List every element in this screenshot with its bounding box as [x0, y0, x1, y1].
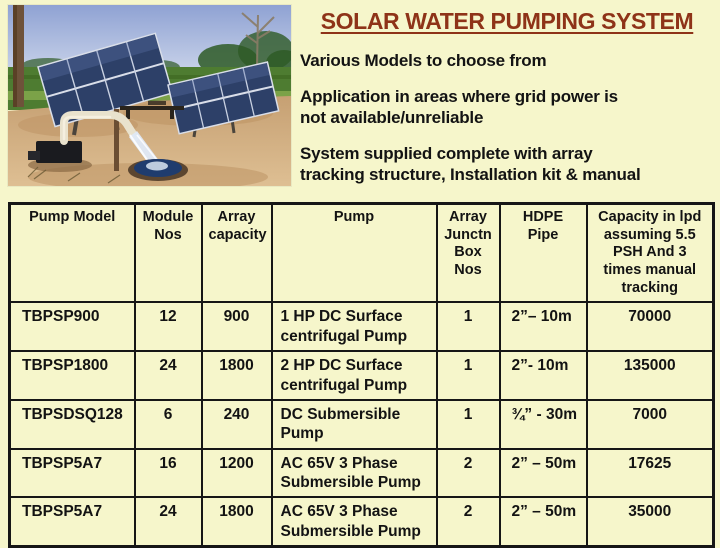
table-cell: TBPSP5A7: [8, 496, 136, 548]
bullet-various-models: Various Models to choose from: [300, 51, 547, 70]
column-header-4: Array Junctn Box Nos: [435, 202, 501, 304]
photo-pump-box: [28, 141, 92, 172]
table-cell: 135000: [585, 350, 715, 401]
table-cell: 1 HP DC Surface centrifugal Pump: [270, 301, 438, 353]
table-cell: TBPSP1800: [8, 350, 136, 401]
table-cell: 1: [435, 350, 501, 401]
table-cell: 2”- 10m: [498, 350, 588, 401]
photo-solar-array-right: [167, 61, 280, 138]
table-cell: AC 65V 3 Phase Submersible Pump: [270, 447, 438, 499]
table-cell: AC 65V 3 Phase Submersible Pump: [270, 496, 438, 548]
table-row: TBPSP900 12 900 1 HP DC Surface centrifugal…: [8, 301, 715, 353]
table-row: TBPSP1800 24 1800 2 HP DC Surface centrifug…: [8, 350, 715, 401]
photo-scrub: [27, 166, 121, 184]
photo-basin: [128, 159, 188, 181]
bullet-application-areas: Application in areas where grid power is…: [300, 86, 618, 128]
table-cell: ¾” - 30m: [498, 398, 588, 450]
photo-left-pole: [13, 5, 24, 107]
slide-title: SOLAR WATER PUMPING SYSTEM: [320, 8, 694, 34]
table-cell: TBPSP5A7: [8, 447, 136, 499]
table-cell: 2 HP DC Surface centrifugal Pump: [270, 350, 438, 401]
photo-pipe: [60, 111, 139, 145]
table-cell: 35000: [585, 496, 715, 548]
pump-spec-table-header: Pump Model Module Nos Array capacity Pump Ar…: [8, 202, 715, 304]
bullet-list: Various Models to choose from Applicatio…: [300, 50, 716, 200]
table-cell: TBPSDSQ128: [8, 398, 136, 450]
solar-pump-photo: [7, 4, 292, 187]
column-header-6: Capacity in lpd assuming 5.5 PSH And 3 t…: [585, 202, 715, 304]
column-header-1: Module Nos: [133, 202, 203, 304]
header-row: Pump Model Module Nos Array capacity Pump Ar…: [8, 202, 715, 304]
table-cell: 2: [435, 496, 501, 548]
table-cell: 12: [133, 301, 203, 353]
table-cell: 1: [435, 301, 501, 353]
table-row: TBPSP5A7 16 1200 AC 65V 3 Phase Submersible…: [8, 447, 715, 499]
bullet-system-supplied: System supplied complete with array trac…: [300, 143, 641, 185]
column-header-5: HDPE Pipe: [498, 202, 588, 304]
table-cell: 2” – 50m: [498, 496, 588, 548]
table-cell: 2” – 50m: [498, 447, 588, 499]
table-cell: 17625: [585, 447, 715, 499]
table-cell: 6: [133, 398, 203, 450]
pump-spec-table-body: TBPSP900 12 900 1 HP DC Surface centrifugal…: [8, 301, 715, 548]
table-cell: 24: [133, 350, 203, 401]
table-cell: 1800: [200, 496, 273, 548]
column-header-2: Array capacity: [200, 202, 273, 304]
table-cell: TBPSP900: [8, 301, 136, 353]
table-row: TBPSP5A7 24 1800 AC 65V 3 Phase Submersible…: [8, 496, 715, 548]
table-row: TBPSDSQ128 6 240 DC Submersible Pump 1 ¾” - 3…: [8, 398, 715, 450]
solar-pump-photo-art: [8, 5, 291, 186]
column-header-0: Pump Model: [8, 202, 136, 304]
photo-stick: [114, 109, 119, 171]
table-cell: 16: [133, 447, 203, 499]
table-cell: 2: [435, 447, 501, 499]
photo-ground-frame: [120, 101, 184, 119]
table-cell: 24: [133, 496, 203, 548]
photo-bare-tree: [241, 12, 275, 68]
table-cell: 1200: [200, 447, 273, 499]
table-cell: 70000: [585, 301, 715, 353]
table-cell: 240: [200, 398, 273, 450]
table-cell: 7000: [585, 398, 715, 450]
table-cell: 1: [435, 398, 501, 450]
column-header-3: Pump: [270, 202, 438, 304]
table-cell: 2”– 10m: [498, 301, 588, 353]
table-cell: 900: [200, 301, 273, 353]
pump-spec-table: Pump Model Module Nos Array capacity Pump Ar…: [8, 202, 715, 548]
table-cell: 1800: [200, 350, 273, 401]
table-cell: DC Submersible Pump: [270, 398, 438, 450]
